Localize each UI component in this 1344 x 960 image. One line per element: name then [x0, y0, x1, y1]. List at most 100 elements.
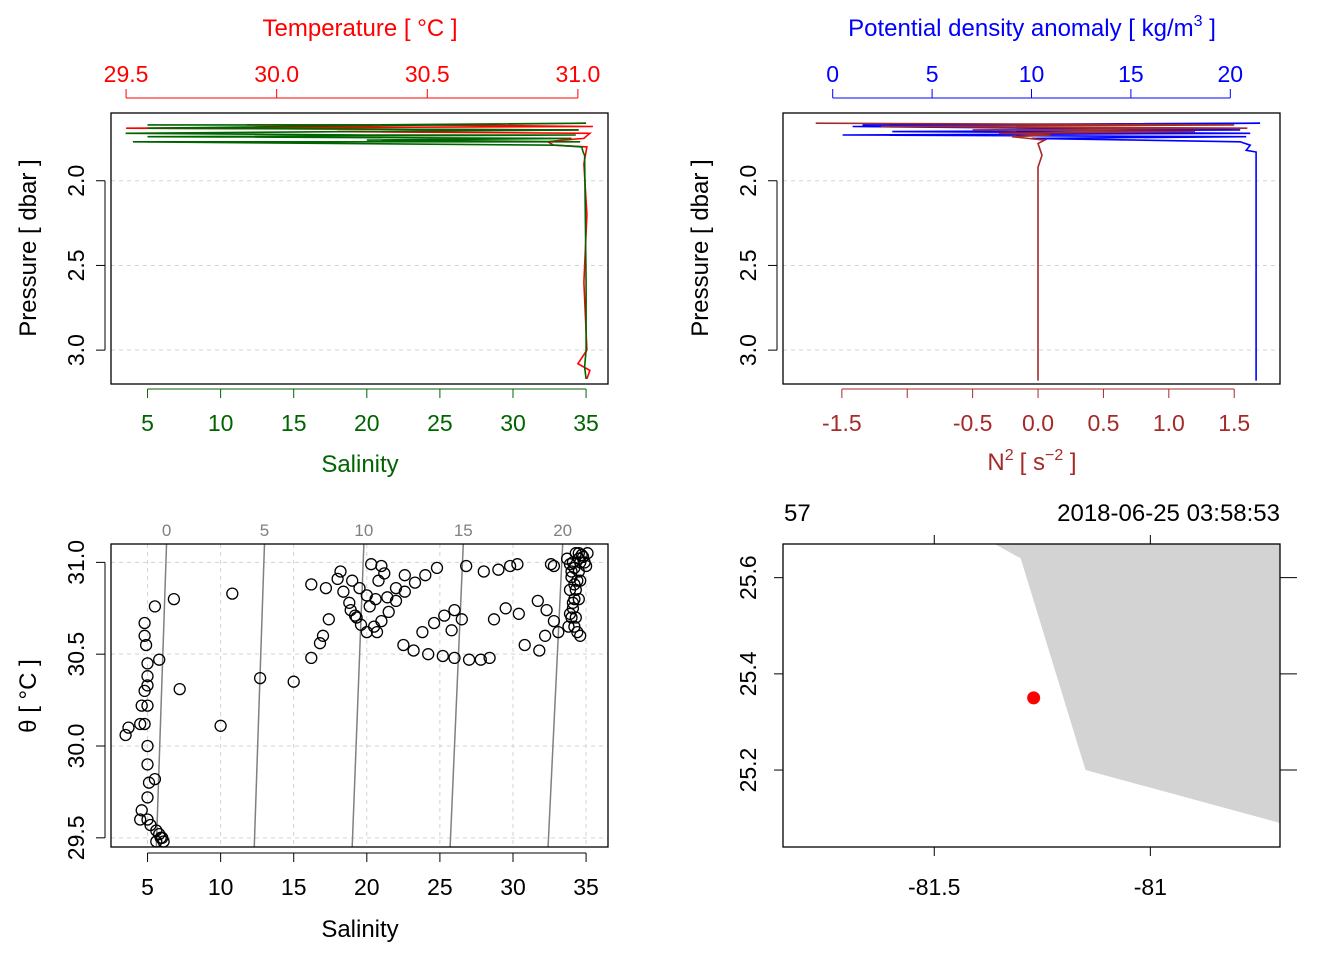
- ts-point: [416, 625, 429, 639]
- ts-point: [533, 644, 546, 657]
- n2-axis-title-symbol: N: [987, 449, 1004, 476]
- ts-point: [154, 831, 167, 844]
- ts-point: [148, 600, 162, 613]
- ts-point: [445, 624, 458, 637]
- ts-point: [141, 699, 154, 712]
- salinity-tick-label: 25: [427, 410, 453, 436]
- ts-point: [138, 684, 151, 698]
- ts-point: [552, 625, 565, 639]
- ts-diagram-points: [119, 547, 594, 848]
- density-tick-label: 10: [1019, 61, 1045, 87]
- ts-point: [568, 561, 581, 575]
- map-ytick-label: 25.4: [735, 651, 761, 696]
- density-tick-label: 5: [926, 61, 939, 87]
- density-axis-title-superscript: 3: [1194, 13, 1203, 30]
- ts-point: [574, 629, 587, 642]
- ts-point: [214, 719, 227, 732]
- ts-diagram-ytick-label: 30.0: [63, 724, 89, 769]
- ts-point: [511, 558, 524, 571]
- ts-point: [382, 605, 395, 619]
- ts-point: [566, 596, 580, 609]
- ts-diagram-ytick-label: 30.5: [63, 632, 89, 677]
- ts-point: [427, 616, 441, 630]
- ts-point: [138, 616, 151, 630]
- ts-point: [322, 613, 335, 626]
- n2-tick-label: -1.5: [822, 410, 862, 436]
- ts-point: [141, 657, 154, 670]
- n2-axis-title: N2 [ s−2 ]: [987, 447, 1076, 476]
- ts-diagram-frame: [110, 543, 609, 848]
- n2-tick-label: 1.5: [1218, 410, 1250, 436]
- ts-point: [448, 651, 461, 665]
- ts-point: [477, 565, 490, 578]
- ts-point: [139, 638, 153, 652]
- station-marker: [1027, 691, 1041, 705]
- ts-point: [353, 581, 366, 595]
- ts-profile-panel: 29.5 30.0 30.5 31.0 5 10 15 20 25 30 35 2.0 2.5 3.0 T…: [15, 15, 609, 478]
- isopycnal-label: 5: [260, 521, 269, 540]
- salinity-tick-label: 35: [573, 410, 599, 436]
- pressure-tick-label: 2.0: [63, 165, 89, 197]
- ts-point: [381, 591, 394, 604]
- ts-diagram-panel: 0 5 10 15 20 5 10 15 20 25 30 35 29.5 30.0 30.5 31.0 S…: [15, 521, 609, 943]
- ts-point: [448, 603, 461, 617]
- ts-point: [503, 559, 517, 573]
- ts-point: [563, 558, 577, 571]
- ts-point: [492, 563, 505, 576]
- temperature-tick-label: 29.5: [104, 61, 149, 87]
- ts-point: [305, 578, 318, 591]
- station-timestamp: 2018-06-25 03:58:53: [1057, 500, 1280, 527]
- isopycnal-line: [155, 543, 168, 848]
- temperature-axis-title: Temperature [ °C ]: [263, 15, 458, 42]
- ts-point: [138, 629, 151, 642]
- ts-point: [572, 547, 585, 560]
- n2-tick-label: -0.5: [953, 410, 993, 436]
- ts-point: [167, 592, 181, 606]
- land-polygon: [994, 544, 1280, 823]
- ts-point: [363, 600, 376, 613]
- map-ytick-label: 25.6: [735, 555, 761, 600]
- salinity-tick-label: 15: [281, 410, 307, 436]
- pressure-axis-title-2: Pressure [ dbar ]: [687, 159, 714, 336]
- density-axis-title-suffix: ]: [1203, 15, 1216, 42]
- map-ytick-label: 25.2: [735, 748, 761, 793]
- station-map-panel: -81.5 -81 25.2 25.4 25.6 57 2018-06-25 03:58…: [735, 500, 1297, 900]
- ts-point: [389, 581, 403, 595]
- ts-point: [565, 570, 578, 584]
- ts-point: [544, 558, 558, 571]
- ts-point: [135, 804, 148, 817]
- ts-point: [462, 653, 476, 666]
- density-tick-label: 15: [1118, 61, 1144, 87]
- ts-point: [538, 629, 552, 642]
- ts-diagram-xlabel: Salinity: [321, 916, 398, 943]
- density-profile-grid: [783, 180, 1280, 351]
- pressure-tick-label: 3.0: [63, 334, 89, 366]
- ts-point: [153, 653, 166, 666]
- ts-point: [305, 651, 318, 665]
- ts-point: [148, 772, 162, 786]
- ts-point: [226, 587, 239, 600]
- ts-point: [419, 569, 432, 582]
- pressure-tick-label-2: 2.0: [735, 165, 761, 197]
- ts-point: [430, 561, 444, 575]
- ts-diagram-xtick-label: 35: [573, 874, 599, 900]
- density-profile-frame: [782, 112, 1281, 385]
- map-xtick-label: -81.5: [908, 874, 960, 900]
- ts-diagram-ytick-label: 31.0: [63, 540, 89, 585]
- isopycnal-label: 0: [162, 521, 171, 540]
- ts-point: [365, 558, 378, 571]
- ts-point: [562, 620, 575, 633]
- n2-axis-title-units-superscript: −2: [1045, 447, 1063, 464]
- ts-point: [375, 614, 388, 628]
- ts-point: [422, 648, 435, 661]
- n2-tick-label: 0.0: [1022, 410, 1054, 436]
- ts-point: [331, 572, 344, 586]
- salinity-tick-label: 30: [500, 410, 526, 436]
- ts-diagram-xtick-label: 25: [427, 874, 453, 900]
- ts-point: [316, 629, 330, 642]
- ts-point: [138, 717, 151, 731]
- ts-point: [389, 594, 403, 608]
- ts-point: [134, 813, 147, 826]
- ts-point: [378, 567, 391, 580]
